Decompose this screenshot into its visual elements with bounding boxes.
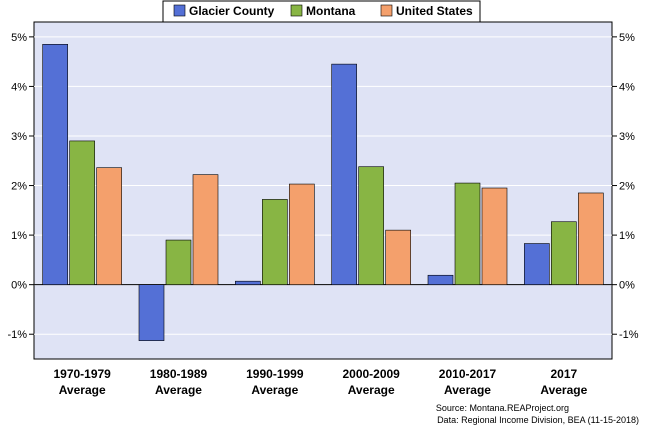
bar xyxy=(524,243,550,285)
y-axis-right: -1% 0% 1% 2% 3% 4% 5% xyxy=(612,32,639,341)
legend-swatch xyxy=(380,4,393,17)
bar xyxy=(69,140,95,285)
x-tick-label: 1970-1979 xyxy=(53,367,111,381)
bar xyxy=(427,274,454,285)
y-tick-label: -1% xyxy=(619,329,639,341)
x-tick-label: 1990-1999 xyxy=(246,367,304,381)
y-tick-label: -1% xyxy=(7,329,27,341)
bar xyxy=(385,229,411,285)
y-tick-label: 1% xyxy=(11,230,27,242)
y-tick-label: 0% xyxy=(619,280,635,292)
plot-area xyxy=(33,21,613,360)
y-tick-label: 4% xyxy=(619,81,635,93)
bar xyxy=(358,166,384,285)
legend-swatch xyxy=(290,4,303,17)
y-axis-left: -1% 0% 1% 2% 3% 4% 5% xyxy=(7,32,34,341)
y-tick-label: 4% xyxy=(11,81,27,93)
x-tick-label: 1980-1989 xyxy=(150,367,208,381)
bar xyxy=(262,199,288,285)
y-tick-label: 5% xyxy=(619,32,635,44)
x-tick-label: Average xyxy=(540,383,587,397)
y-tick-label: 2% xyxy=(619,181,635,193)
bar xyxy=(235,280,261,285)
legend-label: Glacier County xyxy=(189,4,275,18)
x-tick-label: Average xyxy=(155,383,202,397)
bar xyxy=(454,182,481,285)
x-tick-label: 2010-2017 xyxy=(439,367,497,381)
x-tick-label: Average xyxy=(251,383,298,397)
y-tick-label: 2% xyxy=(11,181,27,193)
x-tick-label: Average xyxy=(348,383,395,397)
source-line-2: Data: Regional Income Division, BEA (11-… xyxy=(437,415,639,425)
x-tick-label: Average xyxy=(444,383,491,397)
bar xyxy=(96,167,122,285)
x-tick-label: Average xyxy=(59,383,106,397)
bar xyxy=(42,44,68,285)
bar xyxy=(138,284,165,341)
bars xyxy=(42,44,604,341)
source-line-1: Source: Montana.REAProject.org xyxy=(436,403,569,413)
y-tick-label: 1% xyxy=(619,230,635,242)
legend-box xyxy=(162,0,481,23)
y-tick-label: 0% xyxy=(11,280,27,292)
bar xyxy=(289,183,315,285)
bar xyxy=(481,187,508,285)
bar xyxy=(331,63,357,285)
x-tick-label: 2017 xyxy=(550,367,577,381)
legend: Glacier County Montana United States xyxy=(162,0,481,23)
legend-swatch xyxy=(173,4,186,17)
x-axis: 1970-1979 Average 1980-1989 Average 1990-199… xyxy=(53,367,587,397)
legend-label: United States xyxy=(396,4,473,18)
bar xyxy=(578,192,604,285)
legend-label: Montana xyxy=(306,4,356,18)
x-tick-label: 2000-2009 xyxy=(342,367,400,381)
y-tick-label: 3% xyxy=(619,131,635,143)
bar xyxy=(165,239,192,285)
gridlines xyxy=(34,36,612,335)
y-tick-label: 5% xyxy=(11,32,27,44)
bar xyxy=(551,221,577,285)
bar xyxy=(192,174,219,285)
y-tick-label: 3% xyxy=(11,131,27,143)
